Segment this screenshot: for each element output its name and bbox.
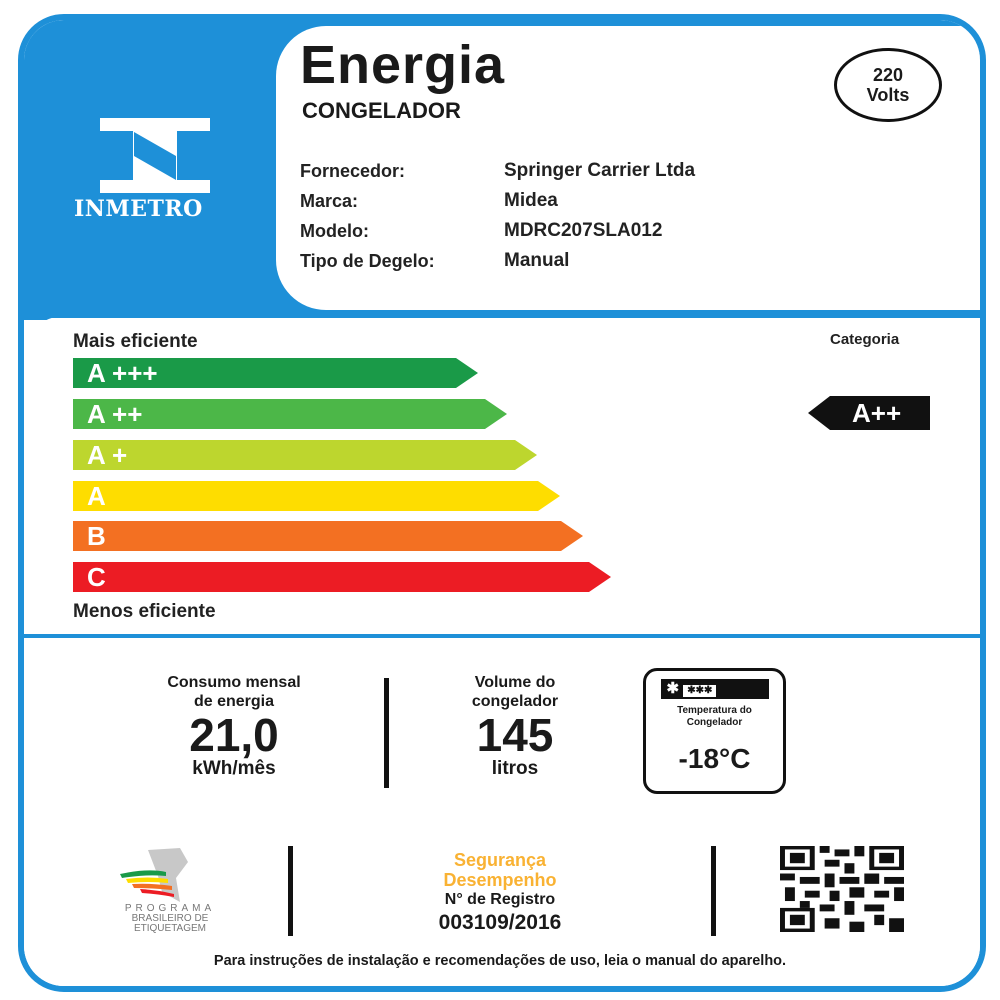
- freezer-temperature-box: ✱ ✱✱✱ Temperatura do Congelador -18°C: [643, 668, 786, 794]
- four-star-freezer-icon: ✱ ✱✱✱: [660, 679, 769, 699]
- divider: [24, 314, 980, 318]
- least-efficient-label: Menos eficiente: [73, 601, 216, 622]
- volume-unit: litros: [491, 758, 539, 779]
- volume-block: Volume do congelador 145 litros: [420, 673, 610, 778]
- registro-value: 003109/2016: [438, 911, 562, 934]
- field-label-modelo: Modelo:: [300, 221, 369, 241]
- divider: [288, 846, 293, 936]
- consumption-label: Consumo mensal: [167, 674, 301, 691]
- class-bar-a+++: A +++: [73, 358, 478, 388]
- field-label-marca: Marca:: [300, 191, 359, 211]
- program-text: PROGRAMA: [124, 903, 216, 914]
- seal-text: Segurança: [453, 850, 547, 870]
- field-value-modelo: MDRC207SLA012: [504, 220, 663, 241]
- class-bar-a+: A +: [73, 440, 537, 470]
- most-efficient-label: Mais eficiente: [73, 331, 198, 352]
- voltage-badge: 220 Volts: [834, 48, 942, 122]
- label-title: Energia: [300, 35, 506, 95]
- instructions-note: Para instruções de instalação e recomend…: [213, 953, 787, 969]
- category-label: Categoria: [830, 331, 900, 348]
- field-label-degelo: Tipo de Degelo:: [300, 251, 435, 271]
- pbe-map-logo-icon: [120, 848, 188, 902]
- qr-code-icon[interactable]: [780, 846, 904, 932]
- label-subtitle: CONGELADOR: [302, 98, 461, 123]
- inmetro-logo-text: INMETRO: [74, 196, 203, 222]
- consumption-value: 21,0: [189, 709, 279, 761]
- pbe-logo-text: PROGRAMA BRASILEIRO DE ETIQUETAGEM: [100, 904, 240, 934]
- class-bar-c: C: [73, 562, 611, 592]
- program-text-3: ETIQUETAGEM: [133, 923, 207, 934]
- temperature-label: Temperatura do: [677, 705, 752, 716]
- class-bar-a++: A ++: [73, 399, 507, 429]
- volume-label: Volume do: [474, 674, 556, 691]
- consumption-unit: kWh/mês: [192, 758, 276, 779]
- field-value-fornecedor: Springer Carrier Ltda: [504, 160, 696, 181]
- field-value-degelo: Manual: [504, 250, 570, 271]
- program-text-2: BRASILEIRO DE: [131, 913, 209, 924]
- divider: [24, 634, 980, 638]
- volume-value: 145: [476, 709, 554, 761]
- registration-block: Segurança Desempenho N° de Registro 0031…: [400, 850, 600, 936]
- registro-label: N° de Registro: [444, 891, 556, 908]
- divider: [711, 846, 716, 936]
- category-indicator: A++: [808, 396, 930, 430]
- seal-text-2: Desempenho: [443, 870, 557, 890]
- divider: [384, 678, 389, 788]
- class-bar-b: B: [73, 521, 583, 551]
- field-value-marca: Midea: [504, 190, 558, 211]
- volume-label-2: congelador: [471, 693, 559, 710]
- voltage-unit: Volts: [866, 85, 910, 105]
- temperature-label-2: Congelador: [686, 717, 743, 728]
- class-bar-a: A: [73, 481, 560, 511]
- inmetro-logo-icon: [100, 118, 210, 193]
- voltage-value: 220: [872, 65, 904, 85]
- consumption-block: Consumo mensal de energia 21,0 kWh/mês: [120, 673, 348, 778]
- consumption-label-2: de energia: [193, 693, 275, 710]
- field-label-fornecedor: Fornecedor:: [300, 161, 406, 181]
- temperature-value: -18°C: [678, 743, 751, 774]
